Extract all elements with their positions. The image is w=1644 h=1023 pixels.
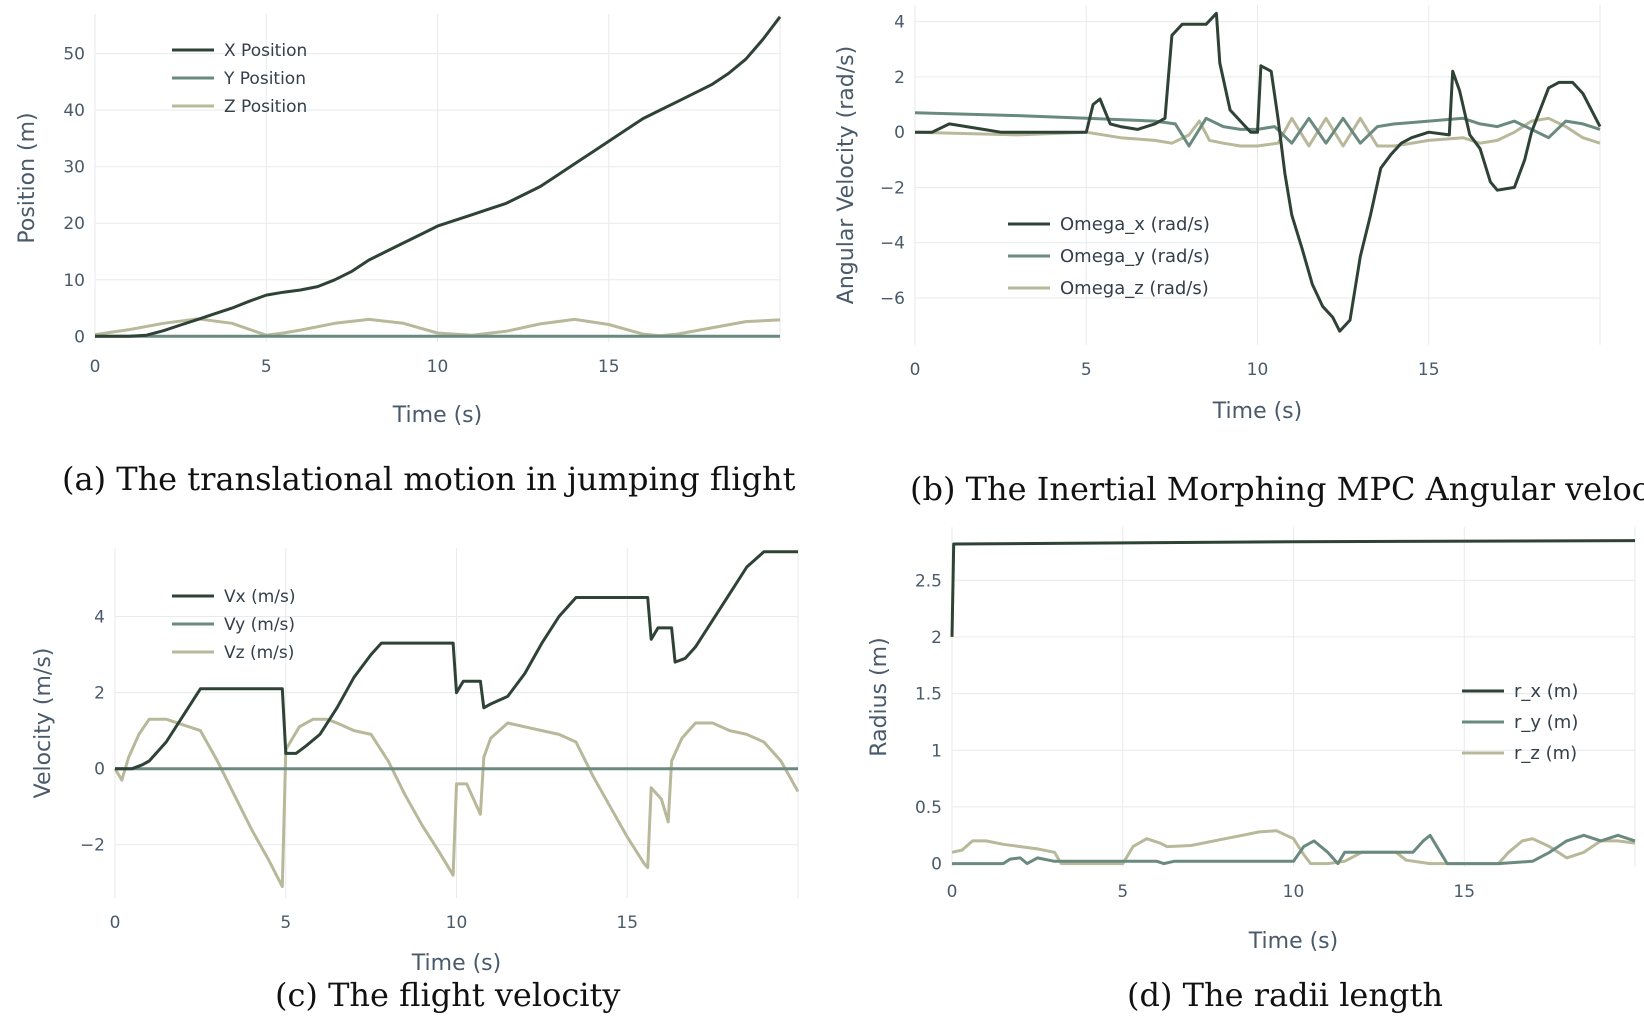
y-axis-title: Velocity (m/s) (31, 648, 56, 799)
y-tick-label: 0 (94, 760, 105, 780)
y-tick-label: 30 (63, 158, 85, 178)
legend[interactable]: r_x (m) r_y (m) r_z (m) (1462, 681, 1578, 764)
series-line-vx-m-s (115, 550, 798, 771)
legend-label[interactable]: r_x (m) (1514, 681, 1578, 702)
y-tick-label: 0.5 (915, 798, 942, 818)
x-tick-label: 5 (1117, 882, 1128, 902)
x-tick-label: 5 (280, 913, 291, 933)
x-tick-label: 5 (261, 357, 272, 377)
x-tick-label: 0 (910, 360, 921, 380)
y-tick-label: 20 (63, 214, 85, 234)
series-line-r-y-m (952, 833, 1636, 866)
legend-label[interactable]: Vx (m/s) (224, 587, 296, 607)
series-line-omega-x-rad-s (915, 11, 1602, 333)
x-axis-title: Time (s) (1212, 399, 1302, 424)
y-tick-label: 40 (63, 101, 85, 121)
chart-b-svg: 0 5 10 15 4 2 0 −2 −4 −6 Time (s) Angular Velocity … (834, 5, 1602, 424)
y-tick-label: 1.5 (915, 685, 942, 705)
x-tick-label: 0 (110, 913, 121, 933)
x-tick-label: 15 (1453, 882, 1475, 902)
y-tick-label: 10 (63, 271, 85, 291)
y-tick-label: 0 (74, 327, 85, 347)
legend-label[interactable]: r_y (m) (1514, 712, 1578, 733)
y-tick-label: 4 (94, 607, 105, 627)
x-axis-title: Time (s) (411, 951, 501, 976)
series-line-r-x-m (950, 539, 1636, 637)
legend-label[interactable]: r_z (m) (1514, 743, 1577, 764)
y-tick-label: 4 (894, 13, 905, 33)
series-line-r-z-m (951, 829, 1636, 866)
x-axis-title: Time (s) (1248, 929, 1338, 954)
x-tick-label: 15 (616, 913, 638, 933)
y-tick-label: 1 (931, 741, 942, 761)
x-tick-label: 10 (1283, 882, 1305, 902)
caption-d: (d) The radii length (1127, 976, 1443, 1014)
x-tick-label: 0 (90, 357, 101, 377)
legend-label[interactable]: Omega_y (rad/s) (1060, 246, 1210, 267)
caption-b: (b) The Inertial Morphing MPC Angular ve… (910, 470, 1644, 508)
x-tick-label: 5 (1081, 360, 1092, 380)
x-tick-label: 0 (947, 882, 958, 902)
y-tick-label: −4 (880, 234, 905, 254)
y-tick-label: 2 (931, 628, 942, 648)
legend-label[interactable]: Z Position (224, 97, 307, 117)
caption-a: (a) The translational motion in jumping … (62, 460, 796, 498)
y-tick-label: 0 (931, 855, 942, 875)
caption-c: (c) The flight velocity (275, 976, 621, 1014)
chart-c-svg: 0 5 10 15 4 2 0 −2 Time (s) Velocity (m/s) Vx (m/s… (31, 548, 800, 976)
x-tick-label: 10 (1247, 360, 1269, 380)
y-tick-label: −2 (880, 178, 905, 198)
y-axis-title: Angular Velocity (rad/s) (834, 46, 859, 304)
y-tick-label: 2.5 (915, 571, 942, 591)
legend-label[interactable]: Omega_z (rad/s) (1060, 278, 1209, 299)
y-tick-label: 2 (94, 684, 105, 704)
series-line-x-position (95, 15, 782, 338)
x-tick-label: 10 (446, 913, 468, 933)
chart-d-svg: 0 5 10 15 2.5 2 1.5 1 0.5 0 Time (s) Radius (m) r_x … (867, 527, 1636, 954)
y-tick-label: 2 (894, 68, 905, 88)
series-line-omega-y-rad-s (914, 111, 1601, 148)
y-tick-label: −2 (80, 836, 105, 856)
y-axis-title: Position (m) (15, 112, 40, 243)
legend-label[interactable]: Omega_x (rad/s) (1060, 214, 1210, 235)
x-tick-label: 15 (598, 357, 620, 377)
legend-label[interactable]: Vz (m/s) (224, 643, 294, 663)
legend[interactable]: X Position Y Position Z Position (172, 41, 307, 117)
y-tick-label: 50 (63, 45, 85, 65)
legend-label[interactable]: X Position (224, 41, 307, 61)
legend[interactable]: Vx (m/s) Vy (m/s) Vz (m/s) (172, 587, 296, 663)
legend-label[interactable]: Vy (m/s) (224, 615, 295, 635)
x-tick-label: 15 (1418, 360, 1440, 380)
legend-label[interactable]: Y Position (223, 69, 306, 89)
y-axis-title: Radius (m) (867, 637, 892, 756)
y-tick-label: −6 (880, 289, 905, 309)
x-axis-title: Time (s) (392, 403, 482, 428)
series-line-vz-m-s (113, 717, 800, 889)
x-tick-label: 10 (427, 357, 449, 377)
chart-a-svg: 0 5 10 15 0 10 20 30 40 50 Time (s) Position (m) X P… (15, 14, 782, 428)
legend[interactable]: Omega_x (rad/s) Omega_y (rad/s) Omega_z (r… (1008, 214, 1210, 299)
y-tick-label: 0 (894, 123, 905, 143)
